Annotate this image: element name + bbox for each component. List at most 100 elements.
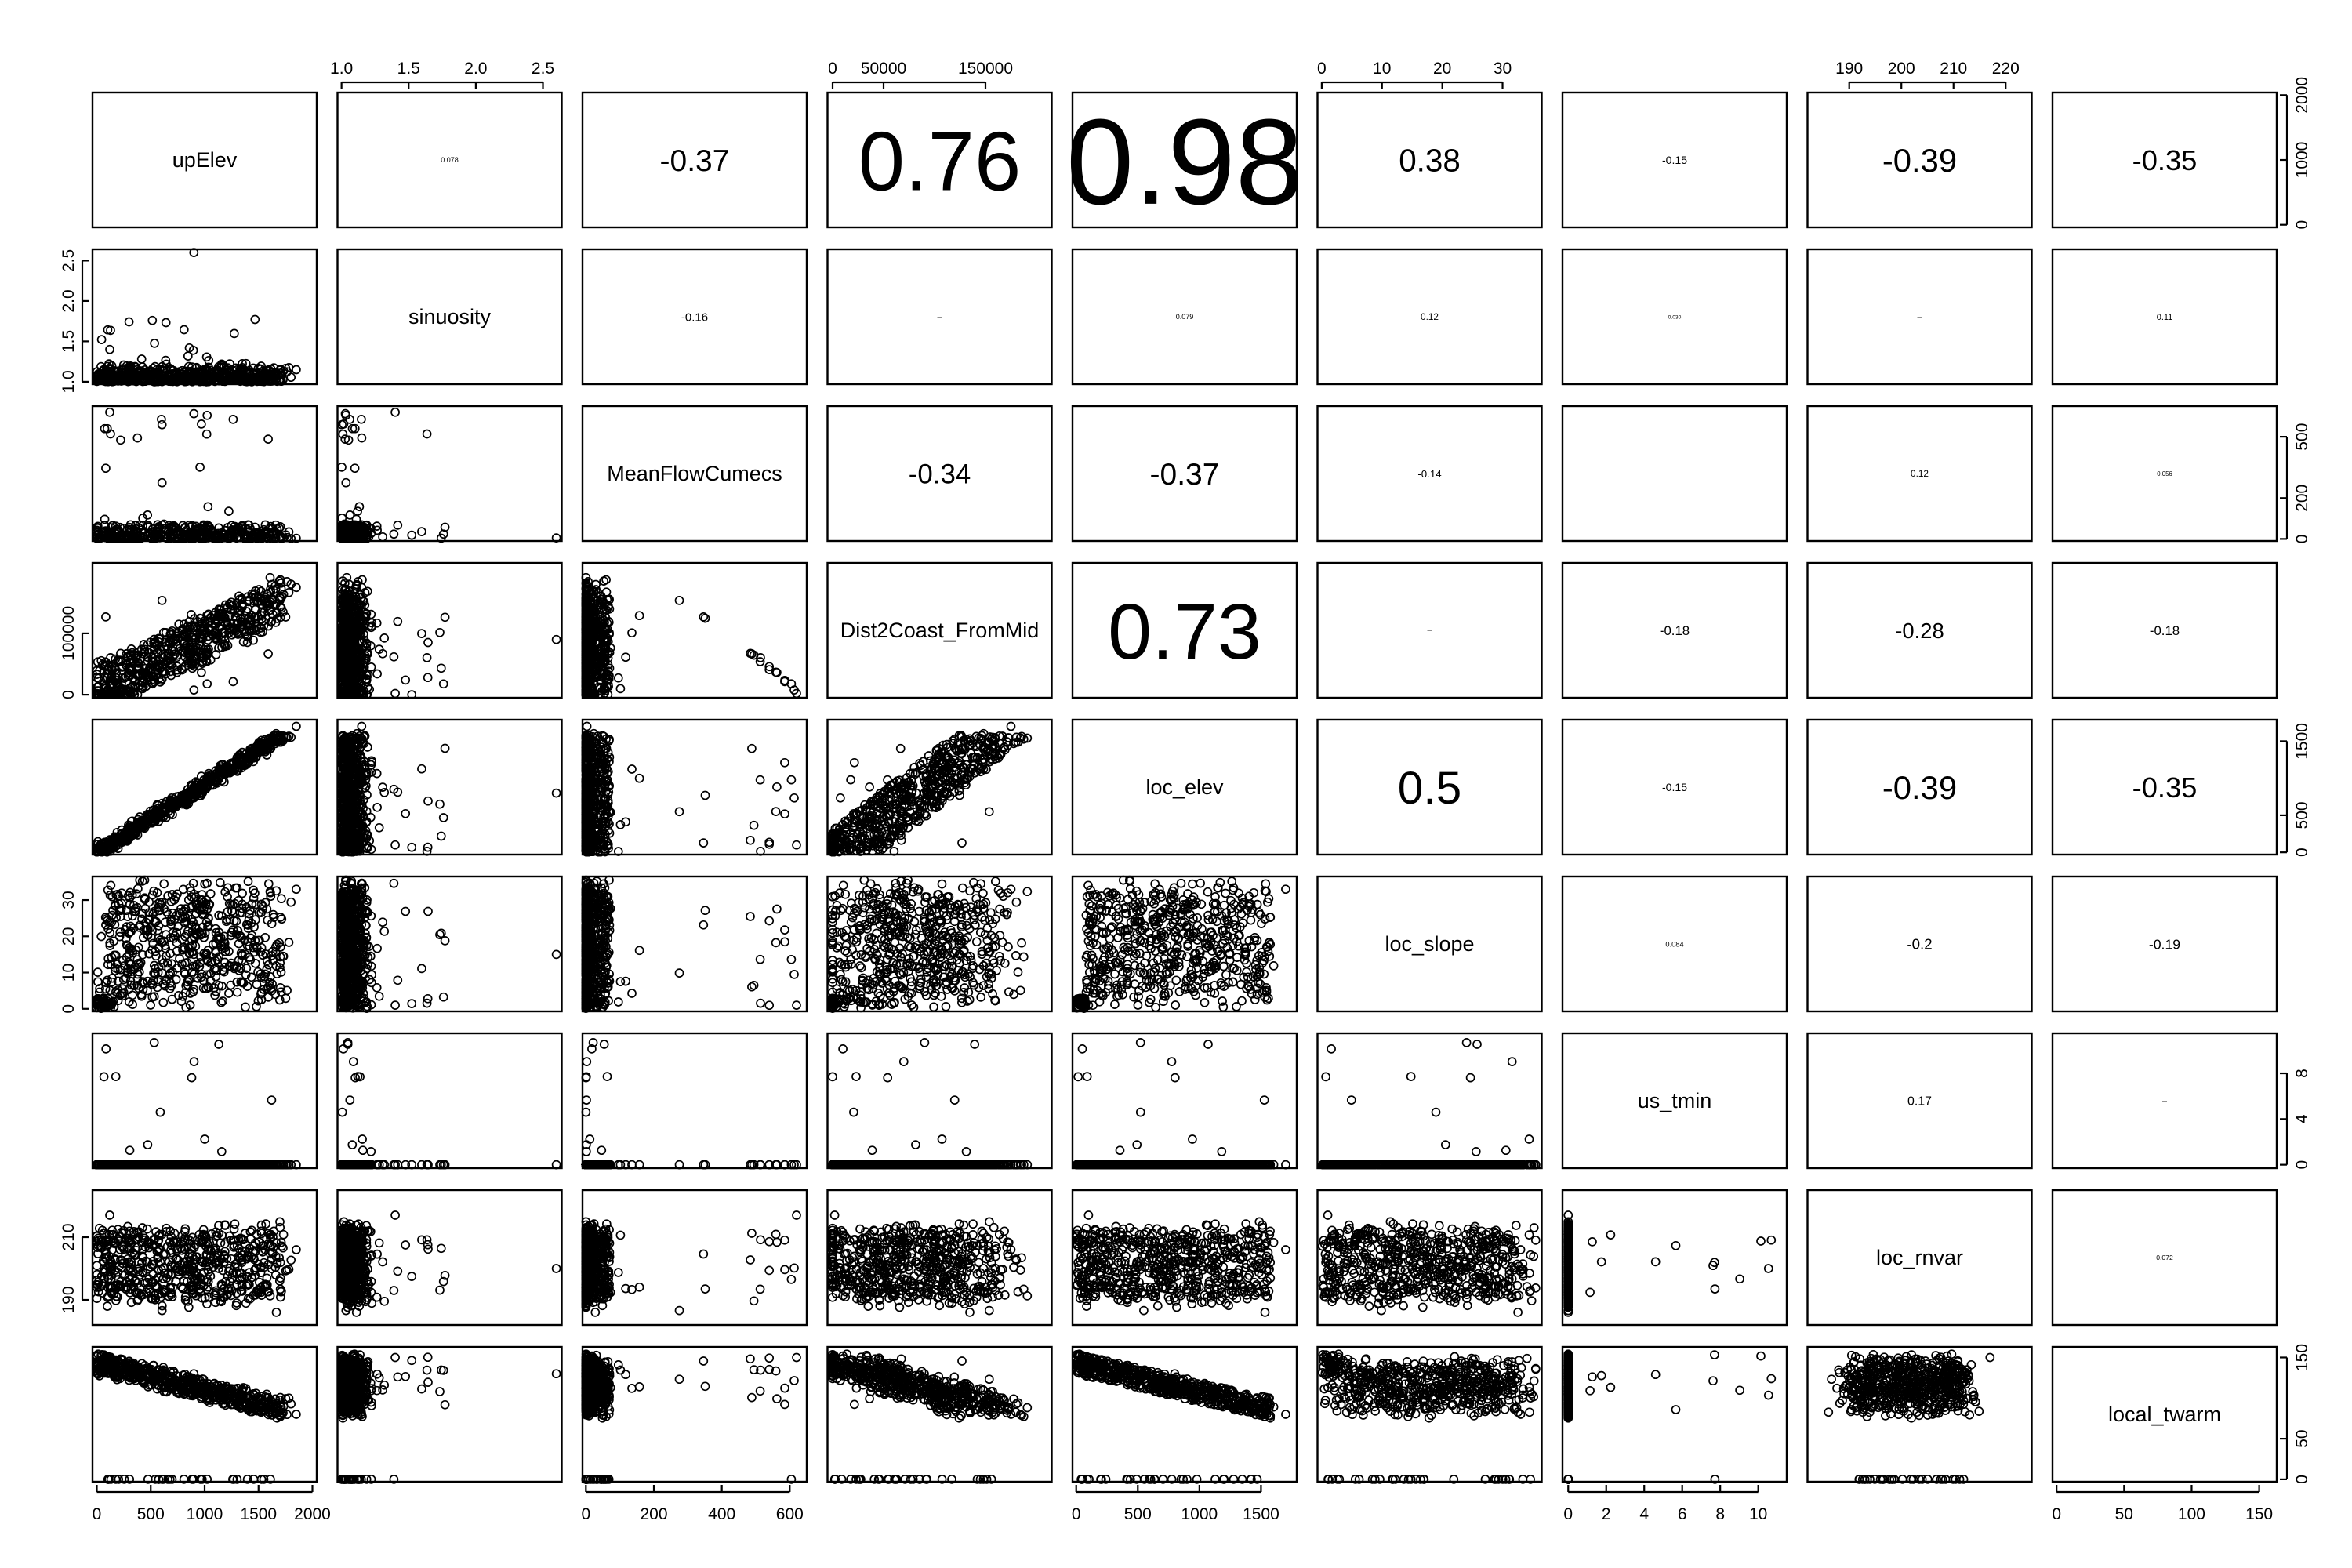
point: [270, 374, 281, 384]
panel-frame-0-4: [1071, 91, 1298, 229]
point: [393, 616, 403, 626]
point: [354, 502, 365, 512]
point: [183, 351, 193, 361]
panel-frame-5-0: [91, 875, 318, 1013]
point: [118, 375, 128, 385]
point: [143, 367, 153, 376]
corr-label-2-3: -0.34: [909, 459, 971, 490]
point: [109, 376, 119, 387]
corr-label-4-8: -0.35: [2132, 771, 2198, 804]
point: [161, 318, 171, 328]
point: [401, 675, 411, 685]
point: [390, 840, 400, 850]
panel-frame-0-0: [91, 91, 318, 229]
point: [389, 529, 399, 539]
point: [197, 419, 206, 429]
point: [137, 362, 147, 372]
panel-frame-6-3: [826, 1032, 1053, 1170]
panel-frame-8-1: [336, 1345, 563, 1483]
point: [393, 521, 403, 530]
point: [178, 365, 187, 376]
point: [198, 371, 208, 381]
point: [389, 652, 399, 662]
point: [224, 506, 234, 516]
corr-label-1-8: 0.11: [2157, 313, 2173, 322]
point: [198, 375, 209, 384]
point: [101, 612, 111, 622]
panel-frame-7-6: [1561, 1189, 1788, 1327]
panel-frame-4-6: [1561, 718, 1788, 856]
point: [372, 669, 382, 679]
panel-frame-2-4: [1071, 405, 1298, 543]
corr-label-0-1: 0.078: [441, 156, 459, 164]
point: [417, 629, 426, 638]
point: [189, 685, 199, 695]
point: [423, 673, 433, 683]
point: [435, 627, 445, 637]
point: [438, 679, 448, 689]
panel-frame-5-5: [1316, 875, 1543, 1013]
point: [149, 373, 158, 383]
panel-frame-1-7: [1806, 248, 2033, 386]
point: [436, 663, 446, 673]
corr-label-3-8: -0.18: [2150, 623, 2180, 638]
scatter-panels: [92, 248, 1995, 1484]
point: [154, 376, 164, 385]
panel-frame-2-1: [336, 405, 563, 543]
corr-label-0-2: -0.37: [660, 144, 730, 178]
point: [116, 435, 125, 445]
point: [167, 369, 177, 379]
panel-frame-5-2: [581, 875, 808, 1013]
point: [372, 802, 382, 812]
panel-frame-1-1: [336, 248, 563, 386]
point: [627, 628, 637, 638]
panel-frame-6-7: [1806, 1032, 2033, 1170]
corr-label-6-8: —: [2162, 1099, 2167, 1104]
point: [379, 788, 390, 797]
point: [106, 325, 115, 336]
point: [422, 653, 432, 662]
scatter-panel-4-1: [336, 721, 561, 857]
corr-label-1-2: -0.16: [681, 310, 708, 324]
corr-label-3-7: -0.28: [1895, 619, 1944, 643]
point: [277, 376, 286, 387]
corr-label-3-6: -0.18: [1660, 623, 1690, 638]
point: [105, 344, 114, 354]
point: [337, 463, 347, 472]
panel-frame-3-7: [1806, 561, 2033, 699]
corr-label-5-7: -0.2: [1907, 936, 1932, 953]
corr-label-1-4: 0.079: [1176, 313, 1194, 321]
point: [261, 372, 270, 382]
point: [263, 649, 273, 659]
corr-label-0-4: 0.98: [1066, 93, 1303, 230]
point: [440, 743, 450, 753]
corr-label-2-4: -0.37: [1150, 458, 1220, 492]
panel-frame-3-2: [581, 561, 808, 699]
point: [101, 463, 111, 474]
panel-frame-4-7: [1806, 718, 2033, 856]
corr-label-1-5: 0.12: [1421, 311, 1439, 322]
panel-frame-3-6: [1561, 561, 1788, 699]
corr-label-3-4: 0.73: [1108, 588, 1261, 676]
point: [390, 688, 400, 699]
panel-frame-4-0: [91, 718, 318, 856]
point: [423, 637, 433, 648]
point: [149, 368, 158, 378]
scatter-panel-4-2: [581, 721, 801, 857]
point: [97, 374, 107, 383]
panel-frame-1-5: [1316, 248, 1543, 386]
panel-frame-0-5: [1316, 91, 1543, 229]
panel-frame-0-8: [2051, 91, 2278, 229]
point: [105, 407, 114, 417]
point: [275, 365, 285, 374]
scatter-panel-1-0: [92, 248, 301, 387]
point: [436, 831, 446, 841]
corr-label-4-6: -0.15: [1662, 781, 1687, 793]
point: [390, 407, 400, 417]
corr-label-6-7: 0.17: [1907, 1095, 1932, 1109]
point: [551, 788, 561, 798]
panel-frame-0-1: [336, 91, 563, 229]
panel-frame-8-6: [1561, 1345, 1788, 1483]
panel-frame-2-7: [1806, 405, 2033, 543]
